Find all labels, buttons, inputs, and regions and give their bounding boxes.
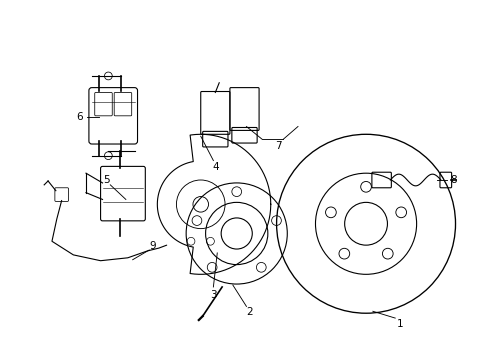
Text: 1: 1 <box>396 319 403 329</box>
Text: 5: 5 <box>103 175 109 185</box>
Text: 6: 6 <box>76 112 82 122</box>
Text: 2: 2 <box>245 307 252 317</box>
Text: 7: 7 <box>275 141 281 151</box>
Text: 3: 3 <box>210 290 216 300</box>
Text: 8: 8 <box>449 175 456 185</box>
Text: 9: 9 <box>149 241 156 251</box>
Text: 4: 4 <box>212 162 218 172</box>
